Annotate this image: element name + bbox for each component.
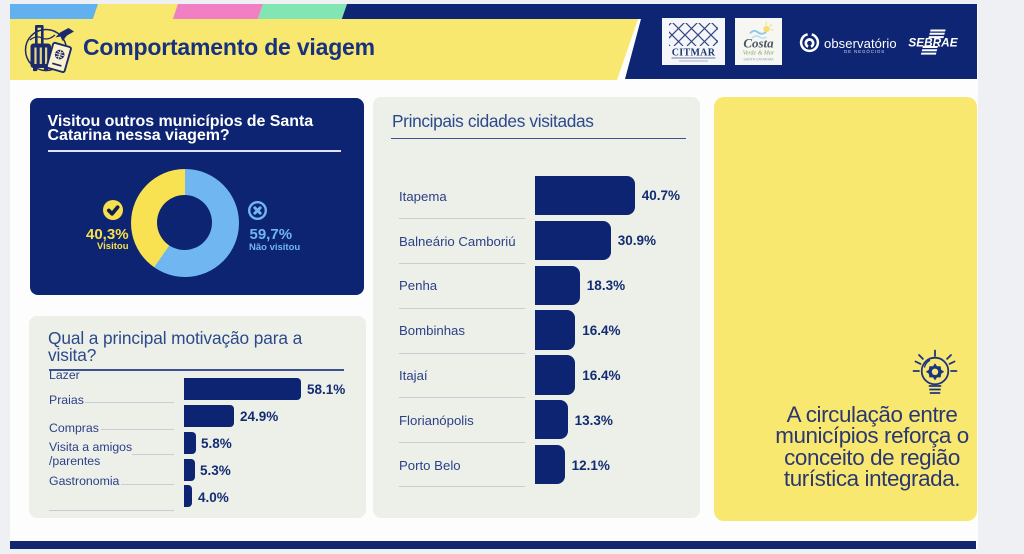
svg-text:Verde & Mar: Verde & Mar <box>743 51 775 57</box>
svg-text:CITMAR: CITMAR <box>672 47 716 58</box>
svg-text:Costa: Costa <box>743 36 774 51</box>
svg-text:SEBRAE: SEBRAE <box>908 36 958 50</box>
svg-text:SANTA CATARINA: SANTA CATARINA <box>743 58 774 62</box>
